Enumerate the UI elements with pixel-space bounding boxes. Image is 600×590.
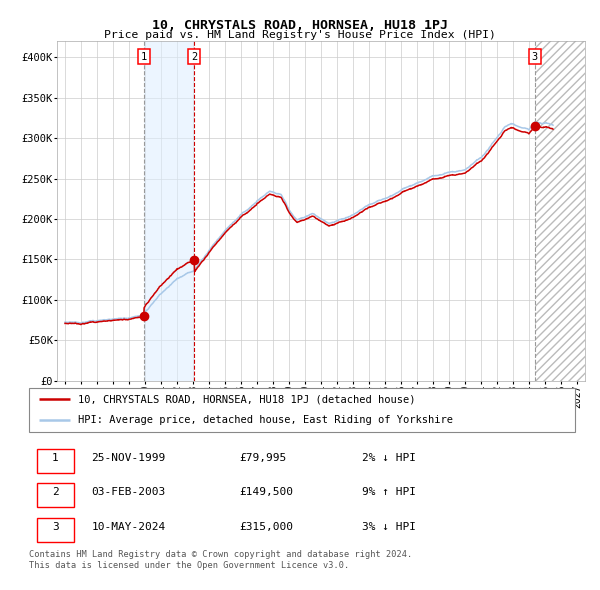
Text: 25-NOV-1999: 25-NOV-1999 [92,454,166,463]
Text: 3: 3 [532,51,538,61]
FancyBboxPatch shape [37,483,74,507]
Text: Price paid vs. HM Land Registry's House Price Index (HPI): Price paid vs. HM Land Registry's House … [104,30,496,40]
Text: 9% ↑ HPI: 9% ↑ HPI [362,487,416,497]
Text: 1: 1 [52,454,59,463]
Text: £149,500: £149,500 [239,487,293,497]
Text: 03-FEB-2003: 03-FEB-2003 [92,487,166,497]
Text: 1: 1 [140,51,147,61]
Text: HPI: Average price, detached house, East Riding of Yorkshire: HPI: Average price, detached house, East… [78,415,453,425]
Text: Contains HM Land Registry data © Crown copyright and database right 2024.: Contains HM Land Registry data © Crown c… [29,550,412,559]
FancyBboxPatch shape [37,449,74,473]
Text: 2% ↓ HPI: 2% ↓ HPI [362,454,416,463]
Bar [535,41,585,381]
Text: 10, CHRYSTALS ROAD, HORNSEA, HU18 1PJ: 10, CHRYSTALS ROAD, HORNSEA, HU18 1PJ [152,19,448,32]
Text: £315,000: £315,000 [239,522,293,532]
Text: 10-MAY-2024: 10-MAY-2024 [92,522,166,532]
Text: This data is licensed under the Open Government Licence v3.0.: This data is licensed under the Open Gov… [29,560,349,569]
Bar [143,41,194,381]
Text: 3: 3 [52,522,59,532]
Bar [535,41,585,381]
Text: £79,995: £79,995 [239,454,286,463]
Text: 10, CHRYSTALS ROAD, HORNSEA, HU18 1PJ (detached house): 10, CHRYSTALS ROAD, HORNSEA, HU18 1PJ (d… [78,394,415,404]
Text: 2: 2 [52,487,59,497]
Text: 3% ↓ HPI: 3% ↓ HPI [362,522,416,532]
FancyBboxPatch shape [37,518,74,542]
Text: 2: 2 [191,51,197,61]
